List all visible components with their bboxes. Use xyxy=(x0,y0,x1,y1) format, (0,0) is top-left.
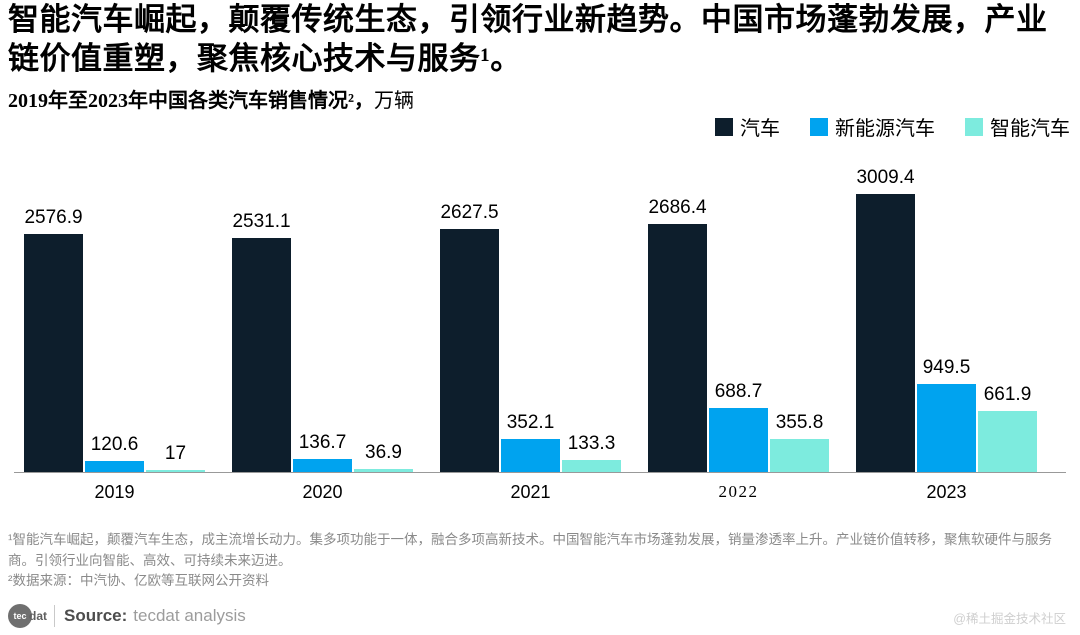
bar-series1-2020 xyxy=(232,238,291,472)
legend: 汽车 新能源汽车 智能汽车 xyxy=(715,112,1070,141)
legend-item-3: 智能汽车 xyxy=(965,112,1070,141)
bar-series3-2021 xyxy=(562,459,621,472)
bar-series1-2021 xyxy=(440,229,499,472)
bar-series2-2022 xyxy=(709,408,768,472)
bar-series2-2020 xyxy=(293,459,352,472)
bar-series3-2022 xyxy=(770,439,829,472)
legend-label: 汽车 xyxy=(740,118,780,140)
footnote-2: ²数据来源：中汽协、亿欧等互联网公开资料 xyxy=(8,573,269,588)
bar-series1-2023 xyxy=(856,194,915,472)
x-tick-label-2021: 2021 xyxy=(510,482,551,502)
x-tick-label-2022: 2022 xyxy=(718,482,759,501)
value-label-series1-2022: 2686.4 xyxy=(648,196,707,218)
value-label-series3-2020: 36.9 xyxy=(365,441,402,463)
legend-item-2: 新能源汽车 xyxy=(810,112,935,141)
value-label-series2-2023: 949.5 xyxy=(922,357,971,379)
chart-subtitle: 2019年至2023年中国各类汽车销售情况²，万辆 xyxy=(8,84,414,113)
chart-subtitle-main: 2019年至2023年中国各类汽车销售情况²， xyxy=(8,90,374,112)
value-label-series1-2020: 2531.1 xyxy=(232,211,291,233)
value-label-series1-2023: 3009.4 xyxy=(856,167,915,188)
bar-chart: 2576.9 120.6 17 2019 2531.1 136.7 36.9 2020 2627… xyxy=(14,167,1066,502)
legend-swatch xyxy=(810,117,828,136)
value-label-series3-2021: 133.3 xyxy=(567,432,616,454)
legend-label: 智能汽车 xyxy=(990,118,1070,140)
footer: tec dat Source: tecdat analysis xyxy=(8,601,246,631)
legend-swatch xyxy=(715,117,733,136)
bar-series2-2019 xyxy=(85,460,144,472)
value-label-series2-2021: 352.1 xyxy=(506,412,555,434)
value-label-series3-2019: 17 xyxy=(164,443,187,465)
x-tick-label-2020: 2020 xyxy=(302,482,343,502)
value-label-series1-2019: 2576.9 xyxy=(24,206,83,228)
legend-label: 新能源汽车 xyxy=(835,118,935,140)
footnote-1: ¹智能汽车崛起，颠覆汽车生态，成主流增长动力。集多项功能于一体，融合多项高新技术… xyxy=(8,532,1052,568)
x-tick-label-2023: 2023 xyxy=(926,482,967,502)
tecdat-logo: tec dat xyxy=(8,604,47,628)
bar-series2-2023 xyxy=(917,384,976,472)
footnotes: ¹智能汽车崛起，颠覆汽车生态，成主流增长动力。集多项功能于一体，融合多项高新技术… xyxy=(8,530,1074,592)
legend-item-1: 汽车 xyxy=(715,112,780,141)
page-title: 智能汽车崛起，颠覆传统生态，引领行业新趋势。中国市场蓬勃发展，产业链价值重塑，聚… xyxy=(8,2,1048,76)
value-label-series3-2023: 661.9 xyxy=(983,383,1032,405)
watermark: @稀土掘金技术社区 xyxy=(953,612,1066,626)
source-value: tecdat analysis xyxy=(133,606,246,625)
value-label-series1-2021: 2627.5 xyxy=(440,202,499,224)
bar-series3-2020 xyxy=(354,468,413,472)
value-label-series2-2020: 136.7 xyxy=(298,432,347,454)
x-tick-label-2019: 2019 xyxy=(94,482,135,502)
chart-subtitle-unit: 万辆 xyxy=(374,90,414,112)
bar-series2-2021 xyxy=(501,439,560,472)
bar-series3-2023 xyxy=(978,410,1037,472)
footer-divider xyxy=(54,605,55,627)
tecdat-logo-text: dat xyxy=(29,609,47,623)
legend-swatch xyxy=(965,117,983,136)
bar-series1-2022 xyxy=(648,223,707,472)
value-label-series3-2022: 355.8 xyxy=(775,412,824,434)
tecdat-logo-circle: tec xyxy=(8,604,32,628)
bar-series1-2019 xyxy=(24,233,83,472)
source-label: Source: xyxy=(64,606,128,625)
value-label-series2-2019: 120.6 xyxy=(90,433,139,455)
value-label-series2-2022: 688.7 xyxy=(714,381,763,403)
bar-series3-2019 xyxy=(146,470,205,472)
